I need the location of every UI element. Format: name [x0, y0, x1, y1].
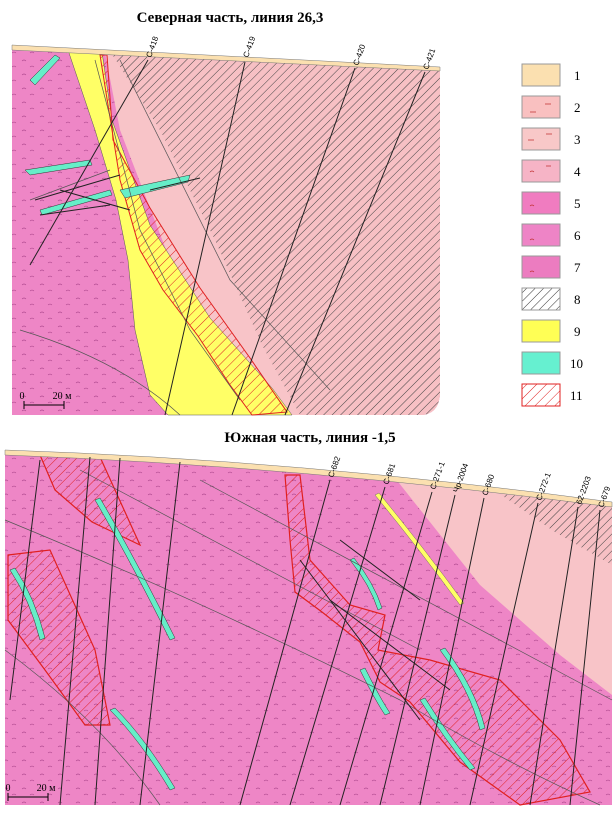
rock-10	[24, 54, 191, 216]
legend-label: 5	[574, 196, 581, 211]
legend-label: 2	[574, 100, 581, 115]
rock-10	[9, 497, 486, 791]
boreholes-short	[34, 174, 201, 216]
scale-length: 20 м	[37, 783, 57, 794]
legend-label: 1	[574, 68, 581, 83]
scale-zero: 0	[6, 783, 11, 794]
rock-9	[374, 492, 465, 606]
faults	[19, 59, 331, 416]
north-title: Северная часть, линия 26,3	[137, 10, 324, 26]
scale-bar	[7, 793, 49, 801]
faults	[4, 469, 613, 806]
scale-length: 20 м	[53, 391, 73, 402]
legend: 1 2 3 4 5 6 7 8 9 10 11	[521, 63, 583, 407]
legend-label: 10	[570, 356, 583, 371]
boreholes	[29, 59, 426, 416]
boreholes	[9, 456, 601, 806]
legend-label: 8	[574, 292, 581, 307]
rock-1	[11, 44, 441, 72]
south-title: Южная часть, линия -1,5	[224, 430, 395, 446]
south-section: Южная часть, линия -1,5 С-682 С-681 С-27…	[4, 430, 613, 806]
legend-label: 9	[574, 324, 581, 339]
north-section: Северная часть, линия 26,3 С-418 С-419 С…	[11, 10, 441, 416]
scale-bar	[23, 401, 65, 409]
legend-label: 6	[574, 228, 581, 243]
legend-label: 3	[574, 132, 581, 147]
borehole-label: С-419	[241, 35, 257, 59]
legend-label: 11	[570, 388, 583, 403]
legend-label: 4	[574, 164, 581, 179]
rock-8	[500, 494, 612, 565]
scale-zero: 0	[20, 391, 25, 402]
rock-8	[112, 54, 440, 415]
rock-9	[67, 49, 293, 416]
legend-label: 7	[574, 260, 581, 275]
